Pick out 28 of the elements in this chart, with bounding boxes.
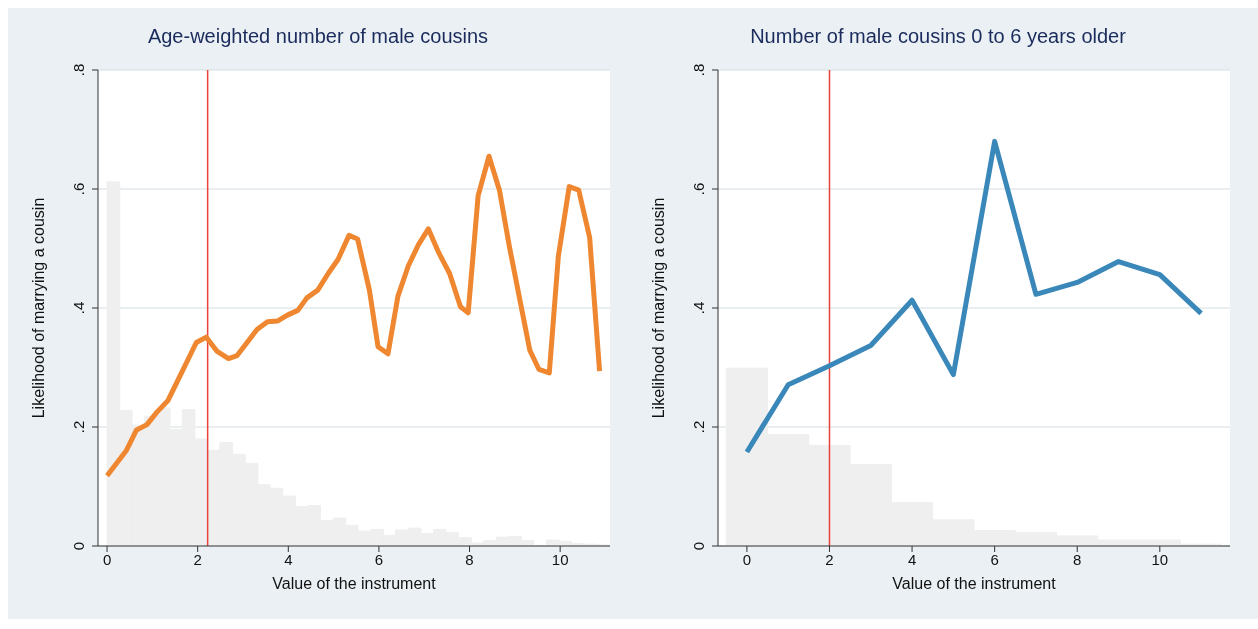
x-tick-label: 4 xyxy=(284,550,293,568)
x-tick-label: 2 xyxy=(193,550,202,568)
x-tick-label: 0 xyxy=(102,550,112,568)
x-tick-label: 8 xyxy=(1073,550,1082,568)
y-tick-label: .6 xyxy=(690,182,707,196)
y-tick-label: .2 xyxy=(690,420,707,434)
y-tick-label: .8 xyxy=(690,63,707,77)
y-tick-label: 0 xyxy=(70,541,87,551)
y-tick-label: 0 xyxy=(690,541,707,551)
y-tick-label: .8 xyxy=(70,63,87,77)
chart-title: Age-weighted number of male cousins xyxy=(146,24,490,49)
x-tick-label: 6 xyxy=(990,550,999,568)
x-tick-label: 0 xyxy=(742,550,752,568)
x-tick-label: 10 xyxy=(1151,550,1169,568)
y-tick-label: .2 xyxy=(70,420,87,434)
y-axis-title: Likelihood of marrying a cousin xyxy=(29,197,47,419)
x-tick-label: 10 xyxy=(551,550,569,568)
x-tick-label: 2 xyxy=(825,550,834,568)
y-axis-title: Likelihood of marrying a cousin xyxy=(649,197,667,419)
y-tick-label: .4 xyxy=(70,301,87,315)
x-tick-label: 6 xyxy=(374,550,384,568)
x-axis-title: Value of the instrument xyxy=(272,575,437,592)
x-tick-label: 4 xyxy=(907,550,917,568)
y-tick-label: .6 xyxy=(70,182,87,196)
x-tick-label: 8 xyxy=(465,550,474,568)
y-tick-label: .4 xyxy=(690,301,707,315)
chart-title: Number of male cousins 0 to 6 years older xyxy=(749,24,1127,49)
x-axis-title: Value of the instrument xyxy=(892,575,1057,592)
